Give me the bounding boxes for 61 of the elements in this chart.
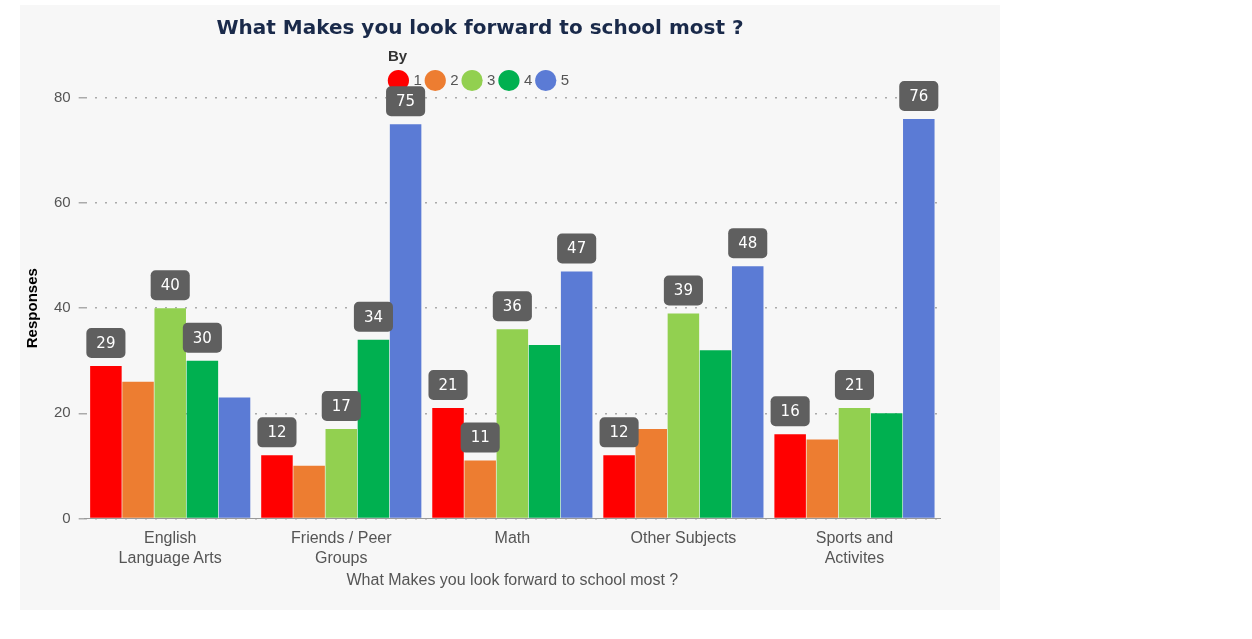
bar [389,124,422,518]
data-label: 12 [609,423,629,442]
data-label: 76 [909,86,929,105]
bar [806,439,839,518]
data-label: 21 [438,375,458,394]
y-tick-label: 40 [54,298,71,316]
legend-label: 4 [523,70,533,88]
legend-label: 5 [560,70,570,88]
legend-label: 2 [450,70,459,88]
chart-title: What Makes you look forward to school most ? [216,15,744,40]
data-label: 11 [470,428,490,447]
bar [560,271,593,518]
data-label: 48 [738,234,758,253]
bar [870,413,903,518]
bar [432,408,464,518]
bar [218,397,251,518]
bar [528,344,561,518]
bar [838,408,871,518]
bar [90,366,122,518]
y-tick-label: 80 [54,88,71,106]
bar [325,429,358,518]
x-axis-title: What Makes you look forward to school most ? [346,570,679,588]
x-tick-label: Sports and Activites [815,529,894,566]
bar [774,434,806,518]
bar [635,429,667,518]
x-tick-label: Other Subjects [630,529,737,547]
x-tick-label: Friends / Peer Groups [291,529,393,566]
data-label: 29 [96,333,116,352]
bar [699,350,732,518]
bar [186,360,219,518]
bar [293,465,325,518]
data-label: 34 [363,307,383,326]
data-label: 17 [331,396,351,415]
x-tick-label: English Language Arts [118,529,222,566]
bar [154,308,186,518]
y-axis-title: Responses [23,268,41,349]
data-label: 21 [844,375,865,394]
legend-title: By [387,46,408,64]
bar [261,455,293,518]
data-label: 47 [567,239,587,258]
bar [667,313,700,518]
legend-label: 1 [413,70,422,88]
y-tick-label: 60 [54,193,71,211]
data-label: 16 [780,402,800,421]
x-tick-label: Math [494,529,531,547]
bar [903,119,935,518]
legend-label: 3 [487,70,496,88]
data-label: 39 [673,281,693,300]
data-label: 12 [267,423,287,442]
data-label: 75 [396,92,416,111]
data-label: 40 [160,276,180,295]
y-tick-label: 20 [54,403,71,421]
bar [122,381,154,518]
data-label: 30 [192,328,212,347]
bar [496,329,529,518]
bar [731,266,764,518]
y-tick-label: 0 [62,508,71,526]
bar [603,455,635,518]
data-label: 36 [502,297,522,316]
bar [357,339,390,518]
bar [464,460,496,518]
